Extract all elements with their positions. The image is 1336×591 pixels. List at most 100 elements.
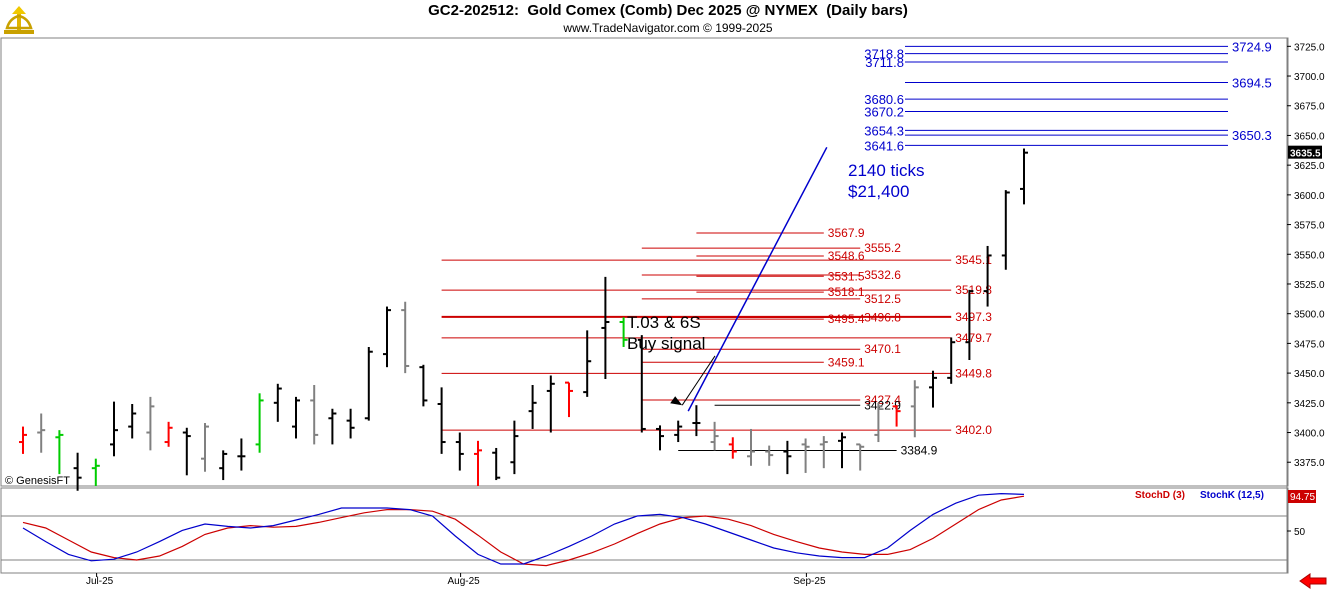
y-tick-label: 3550.0 [1294, 250, 1325, 261]
stoch-last-label: 94.75 [1290, 492, 1315, 503]
ohlc-bar [892, 405, 901, 427]
trend-line [687, 146, 828, 412]
ohlc-bar [637, 335, 646, 433]
ohlc-bar [583, 330, 592, 397]
annotation-text: 2140 ticks [848, 161, 925, 180]
ohlc-bar [546, 375, 555, 433]
ohlc-bar [164, 421, 173, 447]
ohlc-bar [747, 428, 755, 466]
ohlc-bar [492, 447, 501, 481]
ohlc-bar [565, 381, 573, 418]
y-tick-label: 3725.0 [1294, 42, 1325, 53]
y-tick-label: 3450.0 [1294, 369, 1325, 380]
ohlc-bar [728, 437, 737, 459]
price-level-label: 3384.9 [901, 443, 938, 457]
ohlc-bar [73, 452, 82, 491]
ohlc-bar [474, 440, 482, 486]
ohlc-bar [310, 384, 319, 445]
ohlc-bar [947, 337, 956, 384]
ohlc-bar [783, 440, 792, 475]
trade-navigator-logo-icon [4, 6, 34, 34]
ohlc-bar [401, 301, 410, 374]
ohlc-bar [510, 420, 519, 475]
last-price-box [1288, 145, 1322, 159]
ohlc-bar [692, 405, 701, 437]
price-level-label: 3470.1 [864, 342, 901, 356]
stochastic-panel: StochD (3) StochK (12,5) 94.75 50 [22, 490, 1316, 567]
price-level-label: 3548.6 [828, 249, 865, 263]
price-level-label: 3512.5 [864, 292, 901, 306]
ohlc-bar [965, 289, 974, 361]
stoch-series-line [22, 495, 1025, 567]
y-tick-label: 3500.0 [1294, 310, 1325, 321]
ohlc-bar [146, 396, 155, 451]
ohlc-bar [983, 245, 992, 307]
ohlc-bar [819, 436, 828, 469]
price-level-label: 3519.8 [955, 283, 992, 297]
ohlc-bar [1020, 148, 1028, 205]
ohlc-bar [601, 276, 610, 380]
date-axis: Jul-25 Aug-25 Sep-25 [86, 573, 826, 587]
ohlc-bar [292, 396, 300, 439]
ohlc-bar [856, 443, 865, 471]
x-tick-label: Aug-25 [447, 576, 480, 587]
ohlc-bar [364, 346, 373, 421]
ohlc-bar [55, 430, 64, 475]
price-level-label: 3650.3 [1232, 128, 1272, 143]
ohlc-bar [437, 387, 446, 454]
ohlc-bar [346, 408, 355, 439]
ohlc-bar [110, 401, 118, 457]
price-level-label: 3545.1 [955, 253, 992, 267]
price-level-label: 3641.6 [864, 138, 904, 153]
annotation-text: T.03 & 6S [627, 313, 701, 332]
price-level-label: 3567.9 [828, 226, 865, 240]
price-level-label: 3718.8 [864, 47, 904, 62]
price-level-label: 3402.0 [955, 423, 992, 437]
ohlc-bar [455, 432, 464, 471]
stoch-legend-d: StochD (3) [1135, 490, 1185, 501]
price-level-label: 3654.3 [864, 123, 904, 138]
ohlc-bar [619, 317, 628, 347]
ohlc-bar [128, 404, 137, 439]
ohlc-bar [838, 432, 846, 469]
y-tick-label: 3600.0 [1294, 191, 1325, 202]
ohlc-bar [201, 423, 209, 472]
ohlc-bar [710, 421, 719, 451]
ohlc-bar [383, 306, 391, 368]
y-tick-label: 3375.0 [1294, 458, 1325, 469]
y-tick-label: 3575.0 [1294, 221, 1325, 232]
ohlc-bar [801, 438, 810, 473]
watermark: © GenesisFT [5, 475, 70, 487]
chart-annotations: 2140 ticks $21,400 T.03 & 6S Buy signal [627, 161, 925, 406]
ohlc-bar [656, 425, 664, 451]
ohlc-bar [674, 420, 683, 443]
price-level-label: 3495.4 [828, 312, 865, 326]
price-level-label: 3531.5 [828, 269, 865, 283]
stoch-tick-label: 50 [1294, 527, 1306, 538]
price-level-label: 3680.6 [864, 92, 904, 107]
stoch-series-line [22, 492, 1025, 565]
price-level-label: 3711.8 [865, 55, 904, 70]
price-level-label: 3518.1 [828, 285, 865, 299]
y-tick-label: 3650.0 [1294, 131, 1325, 142]
scroll-left-arrow-icon[interactable] [1299, 573, 1327, 589]
y-tick-label: 3625.0 [1294, 161, 1325, 172]
stoch-last-box [1288, 490, 1316, 503]
ohlc-bar [929, 370, 937, 408]
y-tick-label: 3425.0 [1294, 399, 1325, 410]
price-level-label: 3422.9 [864, 398, 901, 412]
page-title: GC2-202512: Gold Comex (Comb) Dec 2025 @… [428, 2, 908, 19]
price-level-label: 3497.3 [955, 310, 992, 324]
annotation-text: $21,400 [848, 182, 909, 201]
ohlc-bar [328, 408, 337, 445]
ohlc-bar [1001, 190, 1010, 270]
annotation-arrow-head [670, 396, 683, 406]
y-tick-label: 3675.0 [1294, 102, 1325, 113]
trend-line-segment [687, 146, 828, 412]
y-tick-label: 3475.0 [1294, 339, 1325, 350]
ohlc-bar [528, 384, 537, 429]
annotation-arrow [681, 355, 716, 406]
price-level-label: 3459.1 [828, 355, 865, 369]
